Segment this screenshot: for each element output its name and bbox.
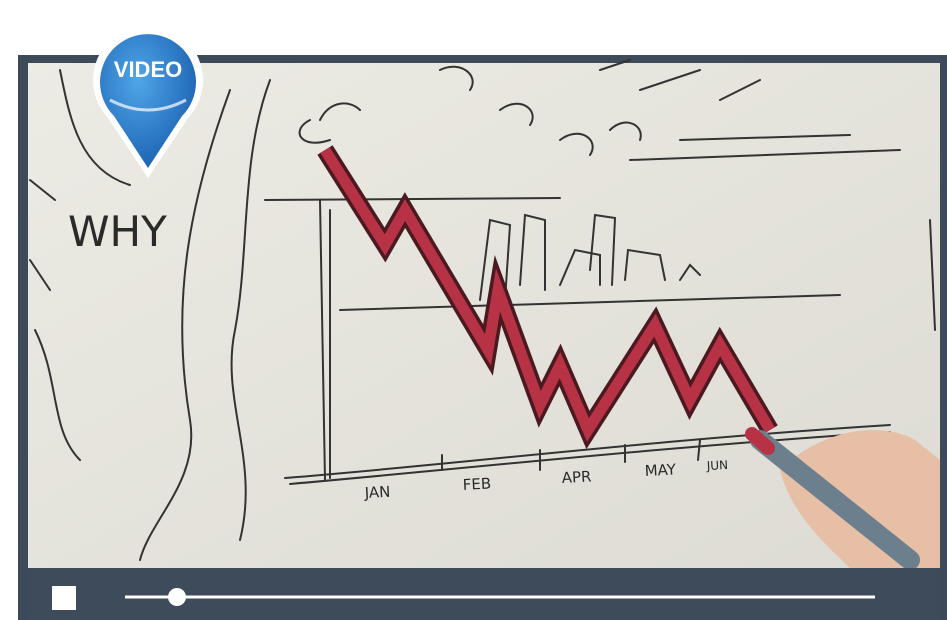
hand — [745, 427, 940, 570]
sketch-heading: WHY — [68, 207, 167, 256]
month-label: JUN — [705, 458, 728, 473]
progress-knob[interactable] — [168, 588, 186, 606]
month-label: APR — [561, 467, 592, 487]
badge-label: VIDEO — [114, 57, 182, 82]
video-badge: VIDEO — [92, 25, 203, 178]
month-label: FEB — [462, 475, 491, 494]
sketch-line — [320, 147, 775, 442]
control-bar — [28, 568, 940, 620]
stop-button[interactable] — [52, 586, 76, 610]
month-label: JAN — [363, 483, 391, 502]
whiteboard-sketch — [29, 59, 936, 561]
month-label: MAY — [644, 460, 677, 480]
